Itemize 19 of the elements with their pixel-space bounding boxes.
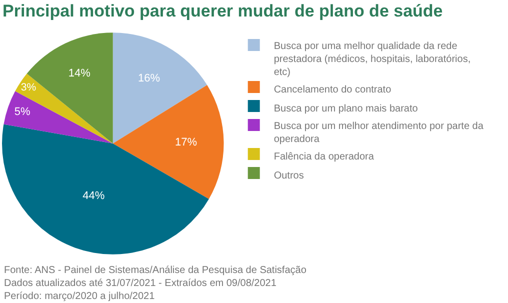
legend-label: Falência da operadora [274,151,374,162]
pie-slice [4,91,113,144]
data-label: 5% [14,106,30,118]
text: Período: março/2020 a julho/2021 [4,291,156,302]
text: Dados atualizados até 31/07/2021 - Extraídos em 09/08/2021 [4,278,277,289]
legend-label: Busca por um plano mais barato [274,103,418,114]
source-note: Fonte: ANS - Painel de Sistemas/Análise da Pesquisa de Satisfação [4,265,307,276]
data-label: 3% [20,81,36,94]
chart-title: Principal motivo para querer mudar de plano de saúde [2,1,443,20]
legend-label: Busca por um melhor atendimento por parte da operadora [274,120,484,145]
data-label: 16% [138,72,160,84]
legend-label: Cancelamento do contrato [274,84,392,96]
pie-slice [112,85,224,199]
data-label: 14% [68,67,91,80]
data-label: 44% [82,190,105,202]
legend-label: Outros [274,170,304,182]
legend-label: Busca por uma melhor qualidade da rede prestadora (médicos, hospitais, laboratórios, etc) [274,40,471,78]
data-label: 17% [175,136,198,148]
pie-slice [2,124,209,254]
